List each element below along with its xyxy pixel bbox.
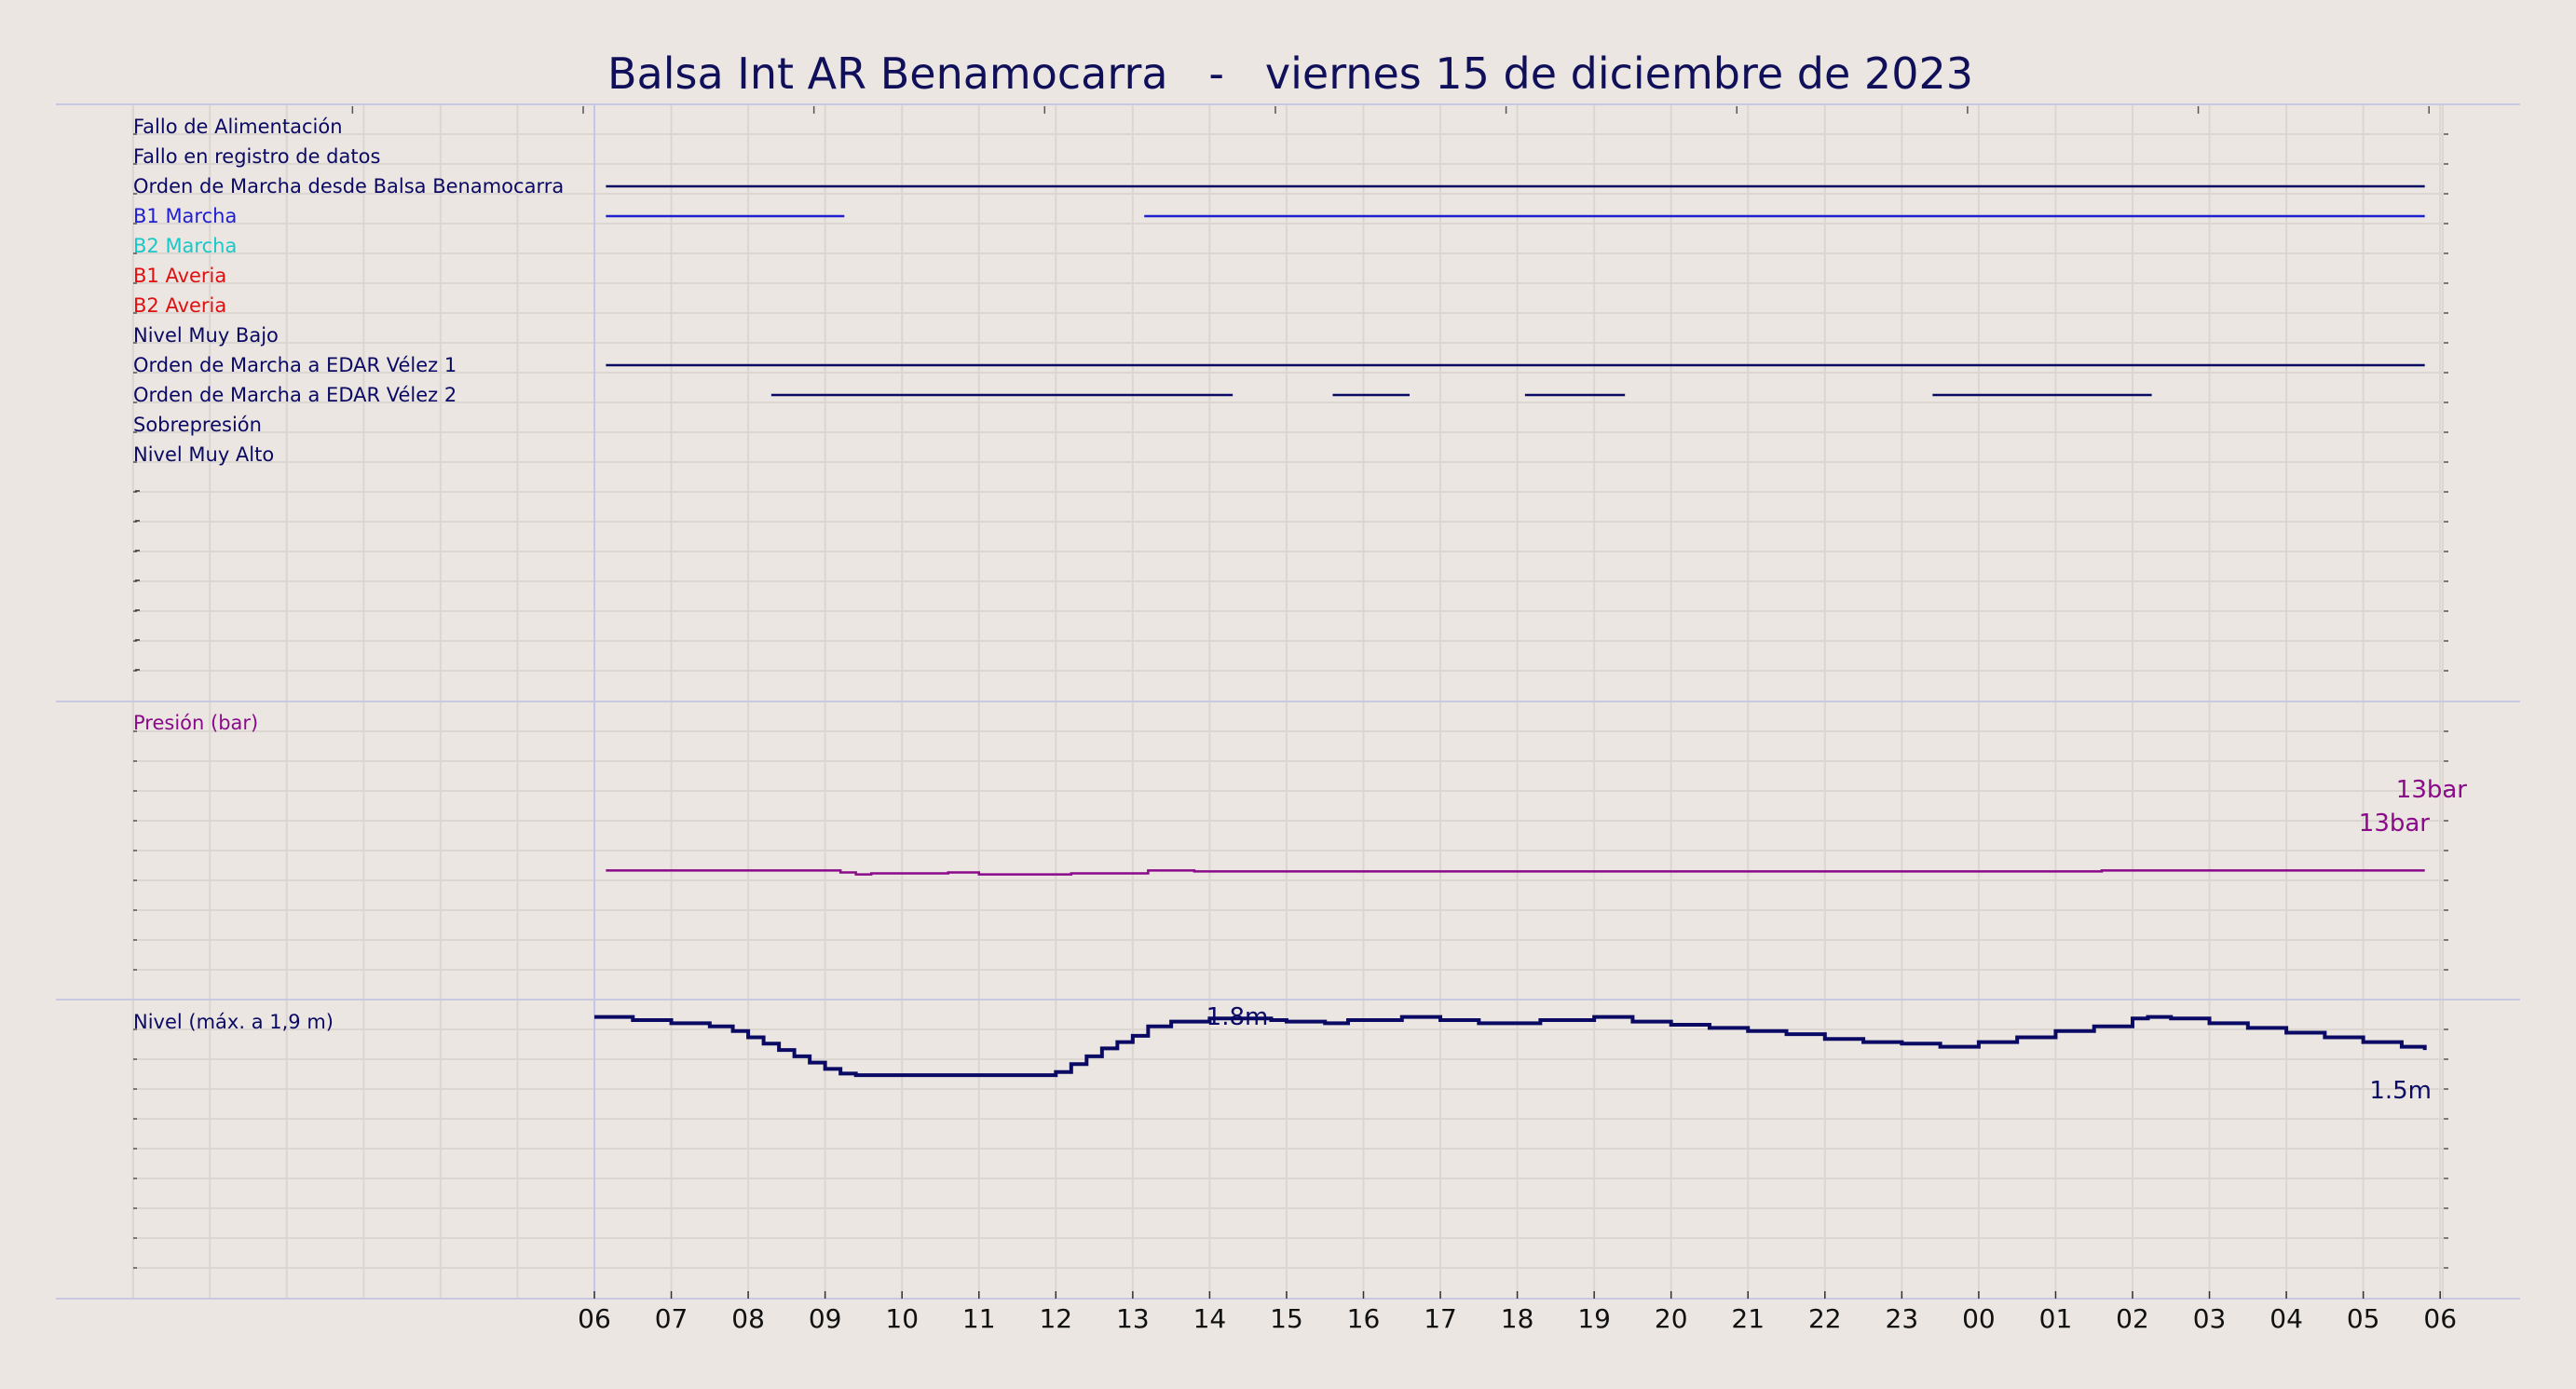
x-tick-label: 07 xyxy=(655,1303,688,1334)
pressure-max-label: 13bar xyxy=(2396,776,2468,804)
x-tick-label: 17 xyxy=(1424,1303,1457,1334)
signal-label: B1 Averia xyxy=(133,265,226,287)
signal-label: Orden de Marcha desde Balsa Benamocarra xyxy=(133,175,564,197)
signal-label: B2 Averia xyxy=(133,294,226,317)
x-tick-label: 18 xyxy=(1501,1303,1534,1334)
signal-label: Fallo en registro de datos xyxy=(133,145,380,168)
signal-label: Fallo de Alimentación xyxy=(133,116,343,138)
x-axis: 06 07 08 09 10 11 12 13 14 15 16 17 18 19 20 21 22 23 00 01… xyxy=(578,1291,2457,1334)
x-tick-label: 21 xyxy=(1731,1303,1765,1334)
signal-label: Nivel Muy Alto xyxy=(133,443,274,466)
level-label: Nivel (máx. a 1,9 m) xyxy=(133,1011,334,1033)
x-tick-label: 02 xyxy=(2116,1303,2149,1334)
grid xyxy=(56,103,2520,1300)
level-panel: Nivel (máx. a 1,9 m) 1.8m 1.5m xyxy=(133,1003,2432,1105)
x-tick-label: 01 xyxy=(2039,1303,2073,1334)
x-tick-label: 04 xyxy=(2269,1303,2303,1334)
x-tick-label: 23 xyxy=(1886,1303,1919,1334)
level-line xyxy=(594,1015,2427,1078)
x-tick-label: 05 xyxy=(2347,1303,2380,1334)
pressure-label: Presión (bar) xyxy=(133,712,258,734)
x-tick-label: 14 xyxy=(1193,1303,1227,1334)
x-tick-label: 09 xyxy=(809,1303,842,1334)
x-tick-label: 08 xyxy=(731,1303,765,1334)
signal-label: Sobrepresión xyxy=(133,414,262,436)
signal-label: B1 Marcha xyxy=(133,205,237,227)
x-tick-label: 22 xyxy=(1808,1303,1842,1334)
pressure-line xyxy=(606,869,2425,876)
signals-panel: Fallo de Alimentación Fallo en registro d… xyxy=(133,116,2425,671)
signal-label: Orden de Marcha a EDAR Vélez 1 xyxy=(133,354,457,376)
pressure-last-label: 13bar xyxy=(2359,810,2431,837)
x-tick-label: 16 xyxy=(1347,1303,1381,1334)
level-max-label: 1.8m xyxy=(1206,1003,1269,1031)
x-tick-label: 11 xyxy=(962,1303,996,1334)
signal-label: Nivel Muy Bajo xyxy=(133,324,279,347)
signal-label: Orden de Marcha a EDAR Vélez 2 xyxy=(133,384,457,406)
x-tick-label: 15 xyxy=(1270,1303,1303,1334)
level-last-label: 1.5m xyxy=(2369,1077,2432,1105)
x-tick-label: 06 xyxy=(2423,1303,2457,1334)
x-tick-label: 10 xyxy=(885,1303,919,1334)
x-tick-label: 13 xyxy=(1116,1303,1150,1334)
signal-label: B2 Marcha xyxy=(133,235,237,257)
x-tick-label: 12 xyxy=(1039,1303,1072,1334)
pressure-panel: Presión (bar) 13bar 13bar xyxy=(133,712,2468,876)
x-tick-label: 19 xyxy=(1577,1303,1611,1334)
x-tick-label: 20 xyxy=(1655,1303,1688,1334)
chart-title: Balsa Int AR Benamocarra - viernes 15 de… xyxy=(607,48,1973,99)
x-tick-label: 03 xyxy=(2193,1303,2227,1334)
x-tick-label: 00 xyxy=(1962,1303,1996,1334)
x-tick-label: 06 xyxy=(578,1303,611,1334)
